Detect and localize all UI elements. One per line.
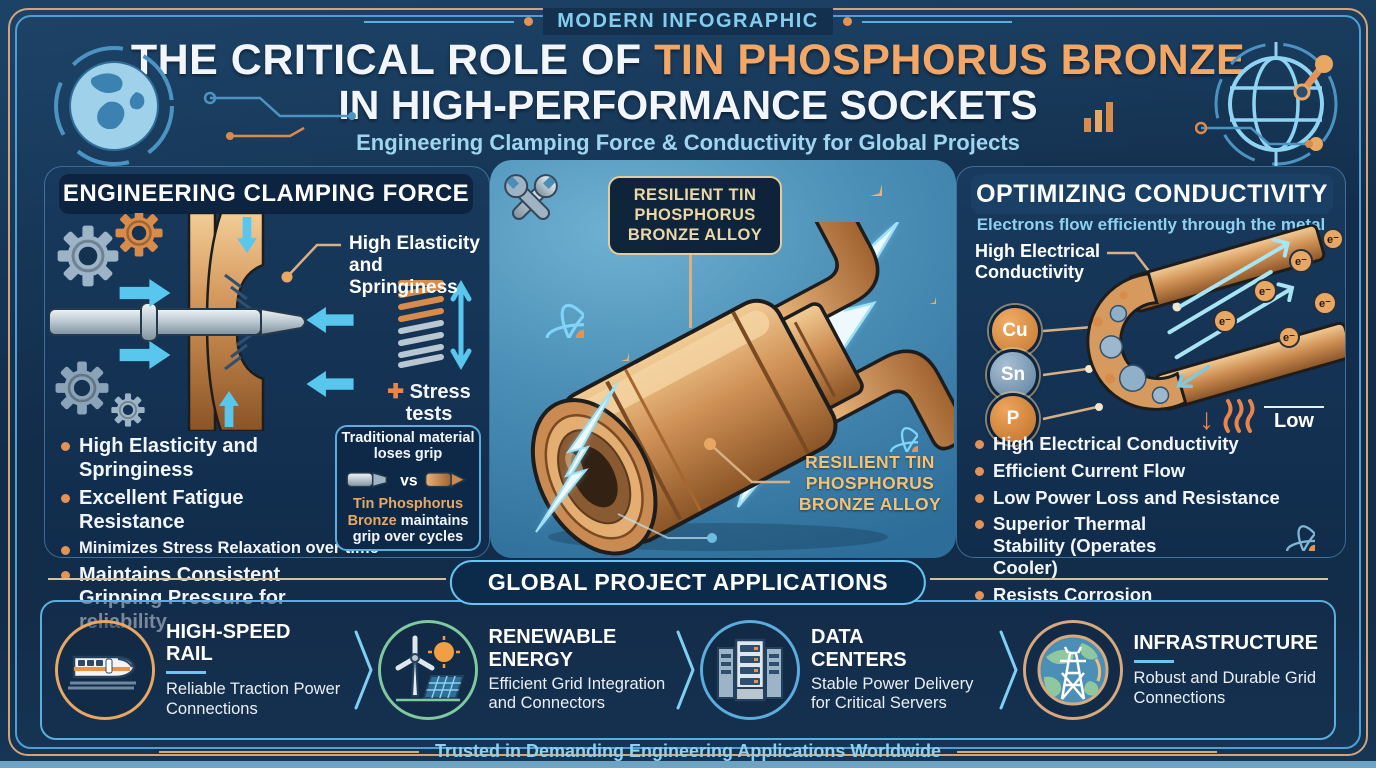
list-item: Low Power Loss and Resistance bbox=[973, 487, 1325, 509]
footer: Trusted in Demanding Engineering Applica… bbox=[0, 741, 1376, 762]
stress-tests-label: ✚ Stress tests bbox=[387, 381, 471, 425]
header-badge-row: MODERN INFOGRAPHIC bbox=[0, 8, 1376, 35]
atom-icon-center-right bbox=[858, 392, 918, 452]
list-item: Minimizes Stress Relaxation over time bbox=[59, 539, 379, 558]
alloy-label-top: RESILIENT TIN PHOSPHORUS BRONZE ALLOY bbox=[608, 176, 782, 256]
alloy-label-top-connector bbox=[689, 252, 692, 328]
globe-right-icon bbox=[1214, 42, 1338, 166]
connector-vs-icon: vs bbox=[346, 471, 467, 489]
title-part-orange: TIN PHOSPHORUS BRONZE bbox=[654, 36, 1246, 84]
card-title: HIGH-SPEED RAIL bbox=[166, 620, 291, 666]
svg-text:e⁻: e⁻ bbox=[1259, 286, 1271, 298]
badge-line-right bbox=[861, 20, 1012, 23]
sparkle-icon-2 bbox=[612, 344, 629, 361]
card-title: RENEWABLE ENERGY bbox=[488, 626, 617, 671]
circuit-decor-left bbox=[203, 91, 356, 140]
badge-dot-left bbox=[524, 17, 534, 26]
conductivity-panel: OPTIMIZING CONDUCTIVITY Electrons flow e… bbox=[956, 166, 1346, 605]
element-badge-p: P bbox=[987, 393, 1039, 445]
main-title-line2: IN HIGH-PERFORMANCE SOCKETS bbox=[338, 82, 1038, 128]
footer-text: Trusted in Demanding Engineering Applica… bbox=[434, 741, 942, 761]
conductor-tube-diagram: e⁻ e⁻ e⁻ e⁻ e⁻ e⁻ bbox=[1086, 225, 1345, 411]
list-item: Excellent Fatigue Resistance bbox=[59, 487, 335, 534]
conductivity-title: OPTIMIZING CONDUCTIVITY bbox=[971, 174, 1333, 214]
footer-line-right bbox=[957, 750, 1218, 753]
list-item: Resists Corrosion bbox=[973, 584, 1325, 606]
bronze-socket-illustration bbox=[530, 222, 954, 556]
card-title: INFRASTRUCTURE bbox=[1133, 631, 1318, 654]
atom-icon-right-panel bbox=[1253, 489, 1315, 551]
elasticity-callout: High Elasticity and Springiness bbox=[349, 233, 480, 298]
down-arrow-icon: ↓ bbox=[1199, 403, 1214, 436]
application-card-rail: HIGH-SPEED RAIL Reliable Traction Power … bbox=[52, 613, 353, 728]
clamping-force-title: ENGINEERING CLAMPING FORCE bbox=[59, 174, 473, 214]
alloy-label-bottom-connector bbox=[704, 438, 790, 484]
header-subtitle: Engineering Clamping Force & Conductivit… bbox=[356, 130, 1020, 155]
applications-banner: GLOBAL PROJECT APPLICATIONS bbox=[449, 560, 927, 605]
clamping-force-panel: ENGINEERING CLAMPING FORCE bbox=[44, 166, 490, 633]
material-comparison-box: Traditional material loses grip vs Tin P… bbox=[335, 425, 481, 551]
chevron-separator-icon bbox=[676, 630, 695, 710]
list-item: Superior Thermal Stability (Operates Coo… bbox=[973, 513, 1223, 578]
comparison-traditional-text: Traditional material loses grip bbox=[341, 430, 475, 462]
plus-icon: ✚ bbox=[387, 381, 405, 403]
main-title-line1: THE CRITICAL ROLE OF TIN PHOSPHORUS BRON… bbox=[0, 36, 1376, 85]
card-text: INFRASTRUCTURE Robust and Durable Grid C… bbox=[1133, 631, 1318, 708]
svg-text:e⁻: e⁻ bbox=[1219, 316, 1231, 328]
svg-text:vs: vs bbox=[400, 472, 418, 489]
card-text: HIGH-SPEED RAIL Reliable Traction Power … bbox=[166, 621, 347, 720]
svg-text:e⁻: e⁻ bbox=[1295, 256, 1307, 268]
card-desc: Reliable Traction Power Connections bbox=[166, 680, 341, 718]
train-icon bbox=[58, 623, 152, 717]
svg-text:e⁻: e⁻ bbox=[1319, 298, 1331, 310]
banner-line-left bbox=[48, 578, 446, 580]
wind-turbine-icon bbox=[380, 623, 475, 717]
bottom-strip bbox=[0, 761, 1376, 768]
conductivity-callout: High Electrical Conductivity bbox=[975, 241, 1101, 282]
list-item: High Elasticity and Springiness bbox=[59, 435, 335, 482]
atom-icon-center-left bbox=[502, 256, 584, 338]
title-part-white: THE CRITICAL ROLE OF bbox=[130, 36, 642, 84]
badge-dot-right bbox=[842, 17, 852, 26]
card-desc: Efficient Grid Integration and Connector… bbox=[488, 674, 666, 713]
applications-container: HIGH-SPEED RAIL Reliable Traction Power … bbox=[40, 600, 1336, 740]
chevron-separator-icon bbox=[354, 630, 373, 710]
alloy-label-bottom: RESILIENT TIN PHOSPHORUS BRONZE ALLOY bbox=[798, 452, 942, 514]
list-item: High Electrical Conductivity bbox=[973, 433, 1325, 455]
card-desc: Stable Power Delivery for Critical Serve… bbox=[811, 674, 974, 713]
bar-chart-icon bbox=[1084, 102, 1113, 132]
svg-text:e⁻: e⁻ bbox=[1327, 234, 1339, 246]
card-divider bbox=[166, 671, 206, 675]
globe-tower-icon bbox=[1025, 623, 1120, 717]
low-heat-indicator: ↓ Low bbox=[1199, 397, 1324, 436]
banner-line-right bbox=[930, 578, 1328, 580]
application-card-datacenter: DATA CENTERS Stable Power Delivery for C… bbox=[697, 615, 998, 725]
header-badge: MODERN INFOGRAPHIC bbox=[543, 8, 833, 35]
footer-line-left bbox=[158, 750, 419, 753]
list-item: Efficient Current Flow bbox=[973, 460, 1325, 482]
badge-line-left bbox=[364, 20, 515, 23]
card-divider bbox=[1133, 660, 1174, 664]
card-desc: Robust and Durable Grid Connections bbox=[1133, 669, 1317, 707]
card-title: DATA CENTERS bbox=[811, 626, 907, 671]
conductivity-bullet-list: High Electrical Conductivity Efficient C… bbox=[973, 433, 1325, 611]
circuit-decor-right bbox=[1195, 121, 1313, 148]
application-card-infrastructure: INFRASTRUCTURE Robust and Durable Grid C… bbox=[1020, 615, 1324, 725]
chevron-separator-icon bbox=[999, 630, 1018, 710]
heat-waves-icon bbox=[1223, 399, 1255, 433]
conductivity-subtitle: Electrons flow efficiently through the m… bbox=[976, 215, 1326, 234]
low-label: Low bbox=[1264, 406, 1324, 433]
comparison-bronze-text: Tin Phosphorus Bronze maintains grip ove… bbox=[347, 496, 469, 545]
server-rack-icon bbox=[703, 623, 798, 717]
card-text: RENEWABLE ENERGY Efficient Grid Integrat… bbox=[489, 626, 670, 714]
card-text: DATA CENTERS Stable Power Delivery for C… bbox=[811, 626, 992, 714]
globe-left-icon bbox=[54, 46, 174, 166]
sparkle-icon-1 bbox=[858, 172, 882, 196]
application-card-energy: RENEWABLE ENERGY Efficient Grid Integrat… bbox=[375, 615, 676, 725]
sparkle-icon-3 bbox=[922, 290, 936, 304]
wrench-icon bbox=[504, 174, 558, 221]
clamping-diagram bbox=[49, 213, 472, 431]
svg-text:e⁻: e⁻ bbox=[1283, 332, 1295, 344]
